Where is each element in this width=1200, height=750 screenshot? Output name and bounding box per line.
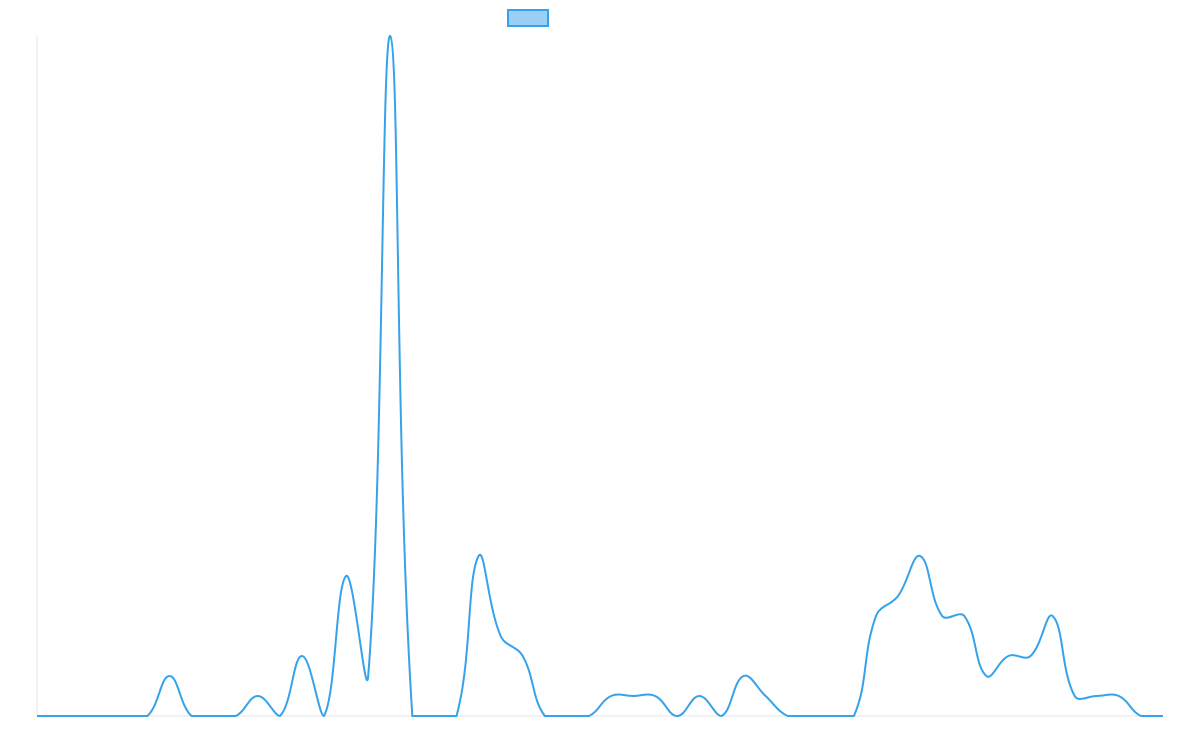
- line: [37, 34, 1163, 718]
- legend-swatch: [507, 9, 549, 27]
